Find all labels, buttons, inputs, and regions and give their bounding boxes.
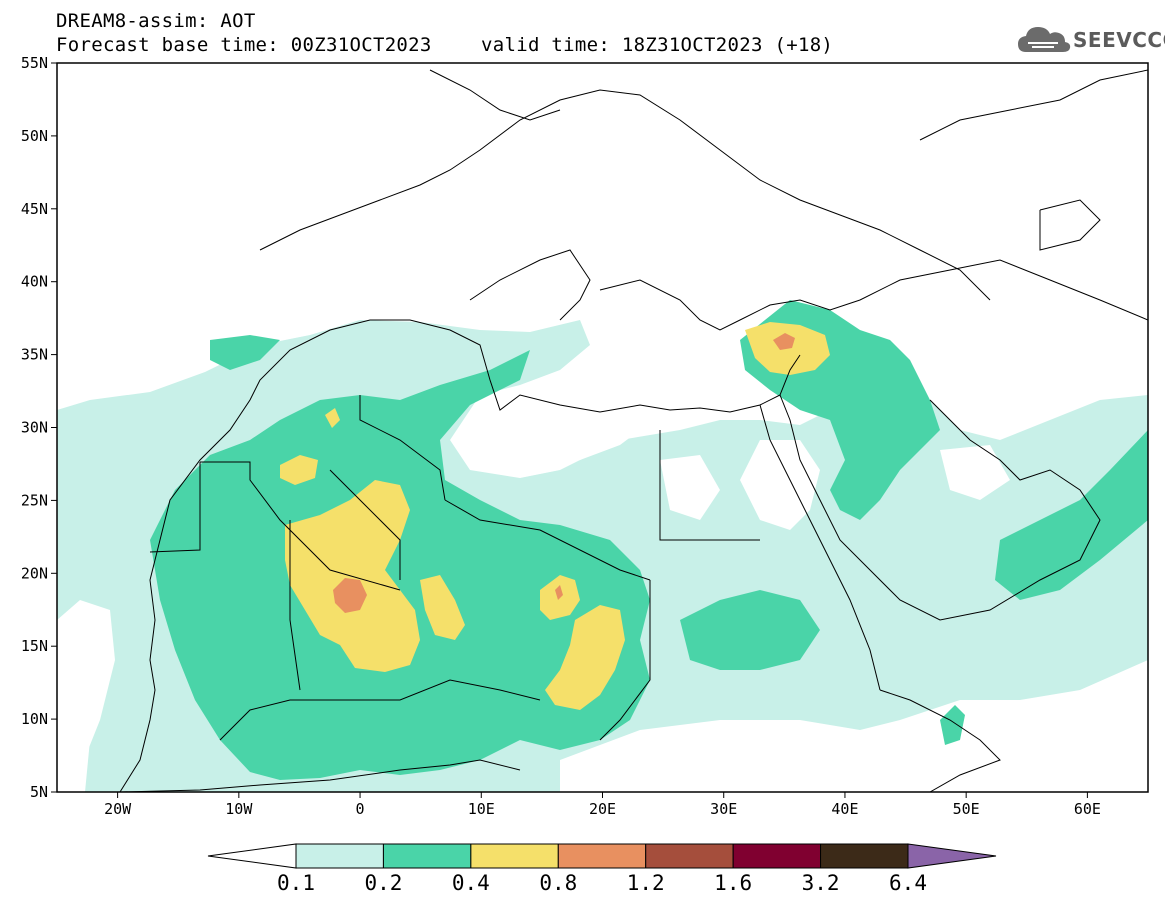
colorbar-label: 0.4 (452, 871, 490, 895)
colorbar-label: 3.2 (802, 871, 840, 895)
seevccc-logo: SEEVCCC (1016, 22, 1165, 56)
coastlines (119, 69, 1148, 792)
colorbar-box (732, 843, 822, 869)
valid-time: valid time: 18Z31OCT2023 (+18) (481, 34, 834, 56)
longitude-axis: 20W 10W 0 10E 20E 30E 40E 50E 60E (104, 792, 1101, 818)
colorbar-label: 6.4 (889, 871, 927, 895)
colorbar-box (645, 843, 734, 869)
latitude-axis: 55N 50N 45N 40N 35N 30N 25N 20N 15N 10N 5N (21, 54, 57, 801)
lon-label: 20W (104, 800, 132, 818)
colorbar: 0.1 0.2 0.4 0.8 1.2 1.6 3.2 6.4 (207, 843, 997, 895)
colorbar-label: 0.1 (277, 871, 315, 895)
lat-label: 10N (21, 710, 48, 728)
lat-label: 40N (21, 273, 48, 291)
colorbar-high-arrow (907, 843, 997, 869)
colorbar-box (820, 843, 909, 869)
lat-label: 35N (21, 346, 48, 364)
colorbar-box (382, 843, 472, 869)
lon-label: 40E (831, 800, 858, 818)
colorbar-box (557, 843, 647, 869)
cloud-icon (1018, 27, 1071, 52)
lat-label: 5N (30, 783, 48, 801)
colorbar-box (470, 843, 559, 869)
lon-label: 0 (356, 800, 365, 818)
logo-text: SEEVCCC (1073, 28, 1165, 52)
lat-label: 30N (21, 419, 48, 437)
forecast-base-time: Forecast base time: 00Z31OCT2023 (56, 34, 432, 56)
colorbar-label: 0.8 (539, 871, 577, 895)
lon-label: 20E (589, 800, 616, 818)
lat-label: 55N (21, 54, 48, 72)
lat-label: 15N (21, 637, 48, 655)
colorbar-label: 0.2 (364, 871, 402, 895)
lat-label: 20N (21, 564, 48, 582)
colorbar-label: 1.2 (627, 871, 665, 895)
colorbar-label: 1.6 (714, 871, 752, 895)
colorbar-low-arrow (207, 843, 297, 869)
lat-label: 25N (21, 491, 48, 509)
colorbar-box (295, 843, 384, 869)
lat-label: 50N (21, 127, 48, 145)
map-title: DREAM8-assim: AOT (56, 10, 256, 32)
lon-label: 60E (1074, 800, 1101, 818)
lon-label: 10E (468, 800, 495, 818)
lat-label: 45N (21, 200, 48, 218)
lon-label: 30E (710, 800, 737, 818)
lon-label: 10W (225, 800, 253, 818)
aot-shading (57, 300, 1148, 792)
lon-label: 50E (953, 800, 980, 818)
aot-band-04 (333, 578, 367, 613)
